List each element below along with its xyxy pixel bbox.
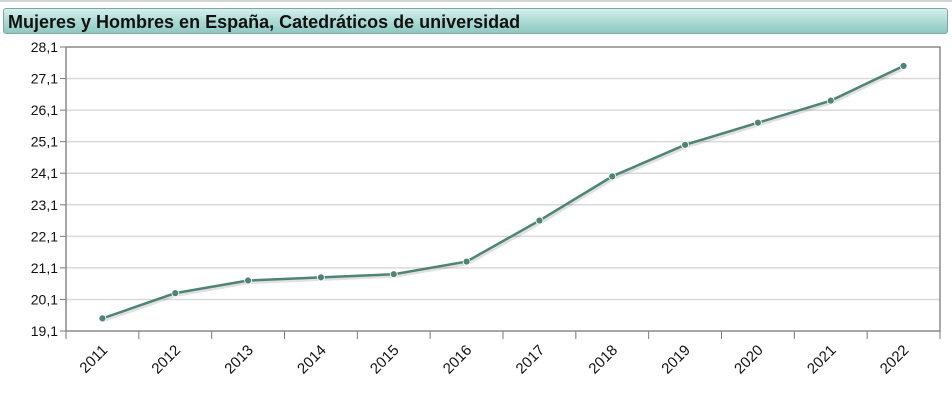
x-tick-label: 2017 bbox=[513, 342, 549, 378]
series-layer bbox=[98, 62, 908, 323]
x-tick-label: 2016 bbox=[440, 342, 476, 378]
y-tick-label: 19,1 bbox=[31, 323, 58, 339]
data-point[interactable] bbox=[681, 140, 689, 149]
page-top-line bbox=[0, 0, 952, 2]
y-tick-label: 25,1 bbox=[31, 134, 58, 150]
x-tick-label: 2011 bbox=[76, 342, 111, 377]
data-point[interactable] bbox=[826, 96, 835, 105]
plot-frame bbox=[65, 46, 941, 332]
y-axis-ticks: 19,1 20,1 21,1 22,1 23,1 24,1 25,1 26,1 27,1 28,1 bbox=[31, 39, 66, 339]
data-point[interactable] bbox=[317, 273, 325, 282]
series-line-shadow bbox=[103, 66, 906, 322]
data-point[interactable] bbox=[462, 257, 471, 266]
grid-lines bbox=[66, 77, 940, 301]
x-tick-label: 2015 bbox=[367, 342, 403, 378]
y-tick-label: 21,1 bbox=[31, 260, 58, 276]
data-point[interactable] bbox=[608, 172, 617, 181]
data-point[interactable] bbox=[754, 118, 762, 127]
y-tick-label: 24,1 bbox=[31, 165, 58, 181]
series-line bbox=[102, 64, 905, 320]
x-tick-label: 2019 bbox=[658, 342, 694, 378]
x-tick-label: 2020 bbox=[731, 342, 767, 378]
data-point[interactable] bbox=[535, 216, 544, 225]
y-tick-label: 27,1 bbox=[31, 71, 58, 87]
data-point[interactable] bbox=[389, 270, 398, 279]
chart-title: Mujeres y Hombres en España, Catedrático… bbox=[8, 12, 521, 32]
y-tick-label: 26,1 bbox=[31, 102, 58, 118]
x-tick-label: 2013 bbox=[221, 342, 257, 378]
x-tick-label: 2012 bbox=[148, 342, 184, 378]
data-point[interactable] bbox=[899, 62, 908, 70]
x-tick-label: 2018 bbox=[585, 342, 621, 378]
x-tick-label: 2022 bbox=[877, 342, 913, 378]
x-tick-label: 2021 bbox=[804, 342, 840, 378]
y-tick-label: 20,1 bbox=[31, 291, 58, 307]
x-axis-ticks: 2011 2012 2013 2014 2015 2016 2017 2018 2019 2020… bbox=[65, 331, 941, 378]
y-tick-label: 22,1 bbox=[31, 228, 58, 244]
chart-title-bar: Mujeres y Hombres en España, Catedrático… bbox=[3, 8, 948, 34]
data-point[interactable] bbox=[171, 289, 180, 298]
y-tick-label: 23,1 bbox=[31, 197, 58, 213]
data-point[interactable] bbox=[244, 276, 252, 285]
data-point[interactable] bbox=[98, 314, 107, 323]
x-tick-label: 2014 bbox=[294, 342, 330, 378]
y-tick-label: 28,1 bbox=[31, 39, 58, 55]
